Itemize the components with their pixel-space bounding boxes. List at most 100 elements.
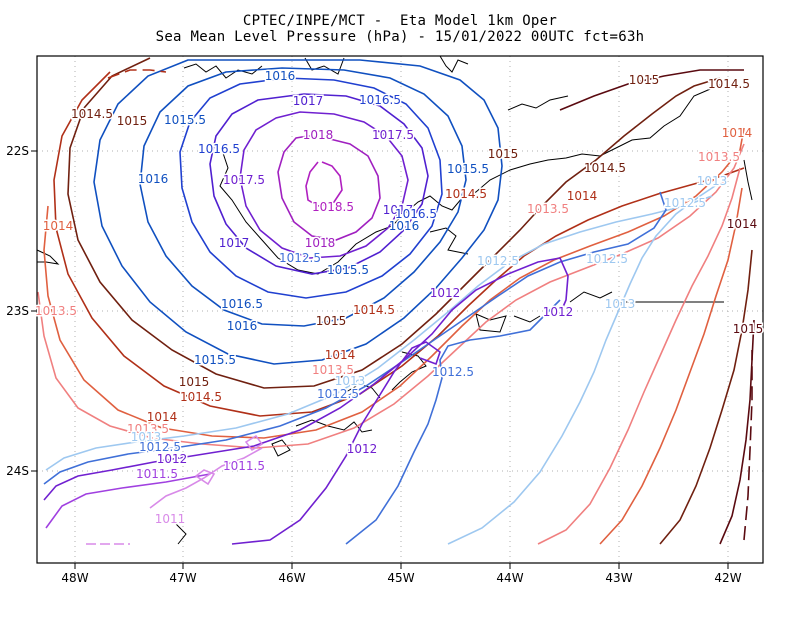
- contour-label: 1015: [488, 147, 519, 161]
- x-axis-ticks: 48W 47W 46W 45W 44W 43W 42W: [61, 563, 742, 585]
- contour-label: 1016.5: [221, 297, 263, 311]
- contour-label: 1017: [383, 203, 414, 217]
- map-title-line1: CPTEC/INPE/MCT - Eta Model 1km Oper: [242, 13, 558, 29]
- isobar-1013: [45, 195, 713, 471]
- contour-label: 1014.5: [445, 187, 487, 201]
- isobar-1014: [43, 127, 745, 439]
- contour-label: 1011.5: [136, 467, 178, 481]
- contour-label: 1016.5: [395, 207, 437, 221]
- isobar-top-left: [107, 69, 167, 79]
- x-tick-label: 42W: [714, 571, 741, 585]
- contour-label: 1014: [325, 348, 356, 362]
- contour-label: 1015.5: [164, 113, 206, 127]
- isobar-1017-5: [239, 111, 409, 259]
- isobar-1015-east: [559, 69, 744, 111]
- isobar-1018: [277, 135, 381, 241]
- isobar-1014-south: [599, 187, 743, 545]
- contour-label: 1013.5: [527, 202, 569, 216]
- contour-label: 1013.5: [312, 363, 354, 377]
- y-axis-ticks: 22S 23S 24S: [6, 144, 37, 478]
- contour-label: 1014.5: [353, 303, 395, 317]
- contour-label: 1011: [155, 512, 186, 526]
- isobar-1015-5-east: [743, 350, 753, 541]
- x-tick-label: 45W: [387, 571, 414, 585]
- isobar-1012-south: [231, 341, 441, 545]
- isobar-1012: [43, 257, 569, 501]
- isobar-1017: [209, 93, 429, 275]
- isobar-1011-frag2: [244, 434, 264, 452]
- isobar-1015: [67, 57, 721, 389]
- isobar-1014-5-south: [659, 249, 753, 545]
- contour-label: 1016: [389, 219, 420, 233]
- contour-label: 1014: [43, 219, 74, 233]
- isobar-1011: [149, 447, 263, 509]
- contour-label: 1012: [157, 452, 188, 466]
- contour-label: 1015: [179, 375, 210, 389]
- contour-label: 1011.5: [223, 459, 265, 473]
- contour-label: 1012.5: [139, 440, 181, 454]
- isobar-1012-5: [43, 191, 667, 485]
- contour-label: 1012.5: [432, 365, 474, 379]
- isobar-1013-5: [37, 143, 745, 449]
- contour-label: 1018: [303, 128, 334, 142]
- contour-label: 1014: [567, 189, 598, 203]
- contour-label: 1014.5: [708, 77, 750, 91]
- x-tick-label: 48W: [61, 571, 88, 585]
- contour-label: 1015: [117, 114, 148, 128]
- contour-label: 1016.5: [359, 93, 401, 107]
- contour-label: 1013: [131, 430, 162, 444]
- contour-label: 1012.5: [586, 252, 628, 266]
- contour-label: 1014: [147, 410, 178, 424]
- isobar-1011-frag: [194, 469, 216, 486]
- y-tick-label: 23S: [6, 304, 29, 318]
- contour-label: 1013.5: [127, 422, 169, 436]
- grid-lines: [37, 56, 763, 563]
- x-tick-label: 44W: [496, 571, 523, 585]
- isobar-1012-5-south: [345, 299, 561, 545]
- isobar-1018-5: [305, 161, 343, 207]
- contour-label: 1015.5: [194, 353, 236, 367]
- isobar-1016-5: [179, 77, 443, 299]
- contour-label: 1017: [219, 236, 250, 250]
- contour-label: 1017: [293, 94, 324, 108]
- contour-label: 1014: [727, 217, 758, 231]
- contour-label: 1015.5: [327, 263, 369, 277]
- x-tick-label: 43W: [605, 571, 632, 585]
- contour-label: 1016.5: [198, 142, 240, 156]
- x-tick-label: 46W: [278, 571, 305, 585]
- isobar-1015-5: [93, 59, 503, 365]
- coastline: [36, 55, 753, 545]
- isobars: [37, 57, 755, 545]
- contour-label: 1013.5: [35, 304, 77, 318]
- y-tick-label: 24S: [6, 464, 29, 478]
- isobar-1011-5: [45, 473, 211, 529]
- isobar-1016: [139, 67, 467, 327]
- contour-label: 1017.5: [223, 173, 265, 187]
- contour-label: 1013.5: [698, 150, 740, 164]
- contour-label: 1016: [227, 319, 258, 333]
- contour-label: 1015: [316, 314, 347, 328]
- contour-label: 1014: [722, 126, 753, 140]
- x-tick-label: 47W: [169, 571, 196, 585]
- contour-label: 1014.5: [584, 161, 626, 175]
- contour-label: 1013: [335, 374, 366, 388]
- contour-label: 1015: [733, 322, 764, 336]
- contour-label: 1017.5: [372, 128, 414, 142]
- contour-label: 1012.5: [317, 387, 359, 401]
- contour-label: 1012: [543, 305, 574, 319]
- contour-label: 1016: [265, 69, 296, 83]
- contour-label: 1014.5: [71, 107, 113, 121]
- contour-label: 1015.5: [447, 162, 489, 176]
- contour-label: 1018: [305, 236, 336, 250]
- contour-label: 1013: [605, 297, 636, 311]
- map-frame: [36, 55, 764, 564]
- map-title-line2: Sea Mean Level Pressure (hPa) - 15/01/20…: [155, 29, 645, 45]
- isobar-1013-5-south: [537, 167, 741, 545]
- contour-label: 1012: [347, 442, 378, 456]
- y-tick-label: 22S: [6, 144, 29, 158]
- isobar-1013-south: [447, 179, 725, 545]
- contour-label: 1012.5: [279, 251, 321, 265]
- contour-label: 1012.5: [477, 254, 519, 268]
